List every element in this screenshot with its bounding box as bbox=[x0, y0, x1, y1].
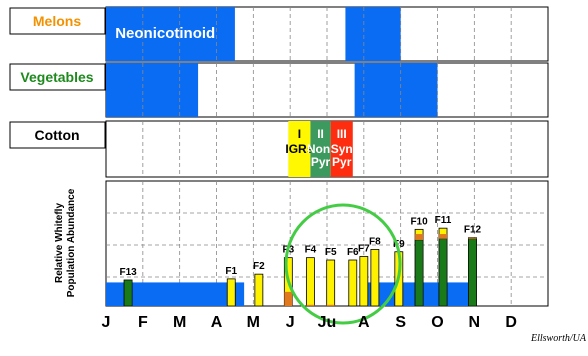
bar-yellow bbox=[348, 259, 358, 307]
cotton-stage-block bbox=[310, 121, 331, 177]
generation-F6: F6 bbox=[347, 247, 359, 307]
generation-F10: F10 bbox=[410, 216, 428, 307]
generation-F2: F2 bbox=[253, 261, 265, 307]
month-label: M bbox=[173, 314, 186, 331]
cotton-stage-text: IGRs bbox=[285, 142, 313, 156]
crop-label-box bbox=[9, 63, 106, 91]
crop-row-melons: Melons Neonicotinoid bbox=[9, 6, 549, 62]
generation-label: F5 bbox=[325, 247, 337, 258]
month-label: A bbox=[211, 314, 223, 331]
generation-F8: F8 bbox=[369, 236, 381, 307]
crop-row-vegetables: Vegetables bbox=[9, 62, 549, 118]
bar-green bbox=[414, 239, 424, 307]
month-label: J bbox=[286, 314, 295, 331]
generation-F5: F5 bbox=[325, 247, 337, 307]
generation-label: F12 bbox=[464, 225, 482, 236]
generation-label: F2 bbox=[253, 261, 265, 272]
generation-label: F9 bbox=[393, 239, 405, 250]
highlight-circle bbox=[284, 203, 402, 325]
bar-green bbox=[123, 279, 133, 307]
bar-yellow bbox=[370, 248, 380, 307]
bar-yellow bbox=[306, 257, 315, 307]
generation-F12: F12 bbox=[464, 225, 482, 307]
generation-label: F10 bbox=[410, 216, 428, 227]
baseline-band bbox=[106, 282, 245, 306]
bar-orange bbox=[306, 304, 315, 306]
month-label: F bbox=[138, 314, 148, 331]
crop-label-box bbox=[9, 121, 106, 149]
month-label: N bbox=[469, 314, 481, 331]
credit-text: Ellsworth/UA bbox=[530, 333, 587, 344]
crop-label-box bbox=[9, 7, 106, 35]
crop-label: Melons bbox=[33, 13, 81, 29]
treatment-block bbox=[106, 7, 235, 61]
bar-yellow bbox=[254, 273, 264, 307]
cotton-stage-text: Syn bbox=[331, 142, 353, 156]
treatment-block bbox=[354, 63, 438, 117]
bar-yellow bbox=[226, 278, 236, 307]
cotton-stage-text: Pyr bbox=[332, 155, 352, 169]
generation-label: F11 bbox=[435, 215, 452, 226]
month-label: M bbox=[247, 314, 260, 331]
cotton-stage-block bbox=[330, 121, 353, 177]
neonicotinoid-label: Neonicotinoid bbox=[115, 25, 215, 42]
generation-label: F7 bbox=[358, 243, 370, 254]
month-label: O bbox=[431, 314, 443, 331]
y-axis-label: Relative WhiteflyPopulation Abundance bbox=[54, 188, 77, 297]
bar-orange bbox=[284, 291, 293, 306]
generation-F4: F4 bbox=[305, 245, 317, 307]
cotton-stage-block bbox=[288, 121, 311, 177]
cotton-stage-number: III bbox=[337, 127, 347, 141]
treatment-block bbox=[345, 7, 401, 61]
generation-label: F1 bbox=[225, 266, 237, 277]
bar-orange bbox=[326, 304, 335, 306]
generation-label: F4 bbox=[305, 245, 317, 256]
crop-rows: Melons Neonicotinoid Vegetables Cotton IIGRs… bbox=[9, 6, 549, 178]
generation-label: F6 bbox=[347, 247, 359, 258]
bar-yellow bbox=[326, 259, 336, 307]
treatment-block bbox=[106, 63, 199, 117]
y-axis-label-line: Population Abundance bbox=[66, 188, 77, 297]
month-label: Ju bbox=[318, 314, 337, 331]
month-label: J bbox=[102, 314, 111, 331]
month-label: D bbox=[505, 314, 517, 331]
bar-yellow bbox=[359, 256, 369, 307]
crop-label: Cotton bbox=[34, 127, 79, 143]
generation-label: F13 bbox=[119, 267, 137, 278]
generation-F1: F1 bbox=[225, 266, 238, 307]
y-axis-label-line: Relative Whitefly bbox=[54, 203, 65, 283]
bar-orange bbox=[415, 234, 424, 240]
generation-F13: F13 bbox=[119, 267, 137, 307]
crop-row-cotton: Cotton bbox=[9, 120, 549, 178]
month-label: S bbox=[395, 314, 406, 331]
crop-label: Vegetables bbox=[20, 69, 93, 85]
generation-label: F8 bbox=[369, 236, 381, 247]
cotton-stage-text: Pyr bbox=[311, 155, 331, 169]
generation-F7: F7 bbox=[358, 243, 370, 307]
generation-F11: F11 bbox=[435, 215, 452, 307]
bar-green bbox=[438, 238, 448, 307]
cotton-stage-number: I bbox=[298, 127, 301, 141]
bar-orange bbox=[439, 234, 448, 239]
cotton-stage-text: Non- bbox=[307, 142, 334, 156]
bar-green bbox=[468, 238, 477, 307]
month-label: A bbox=[358, 314, 370, 331]
bar-orange bbox=[468, 237, 477, 239]
cotton-stage-number: II bbox=[317, 127, 324, 141]
